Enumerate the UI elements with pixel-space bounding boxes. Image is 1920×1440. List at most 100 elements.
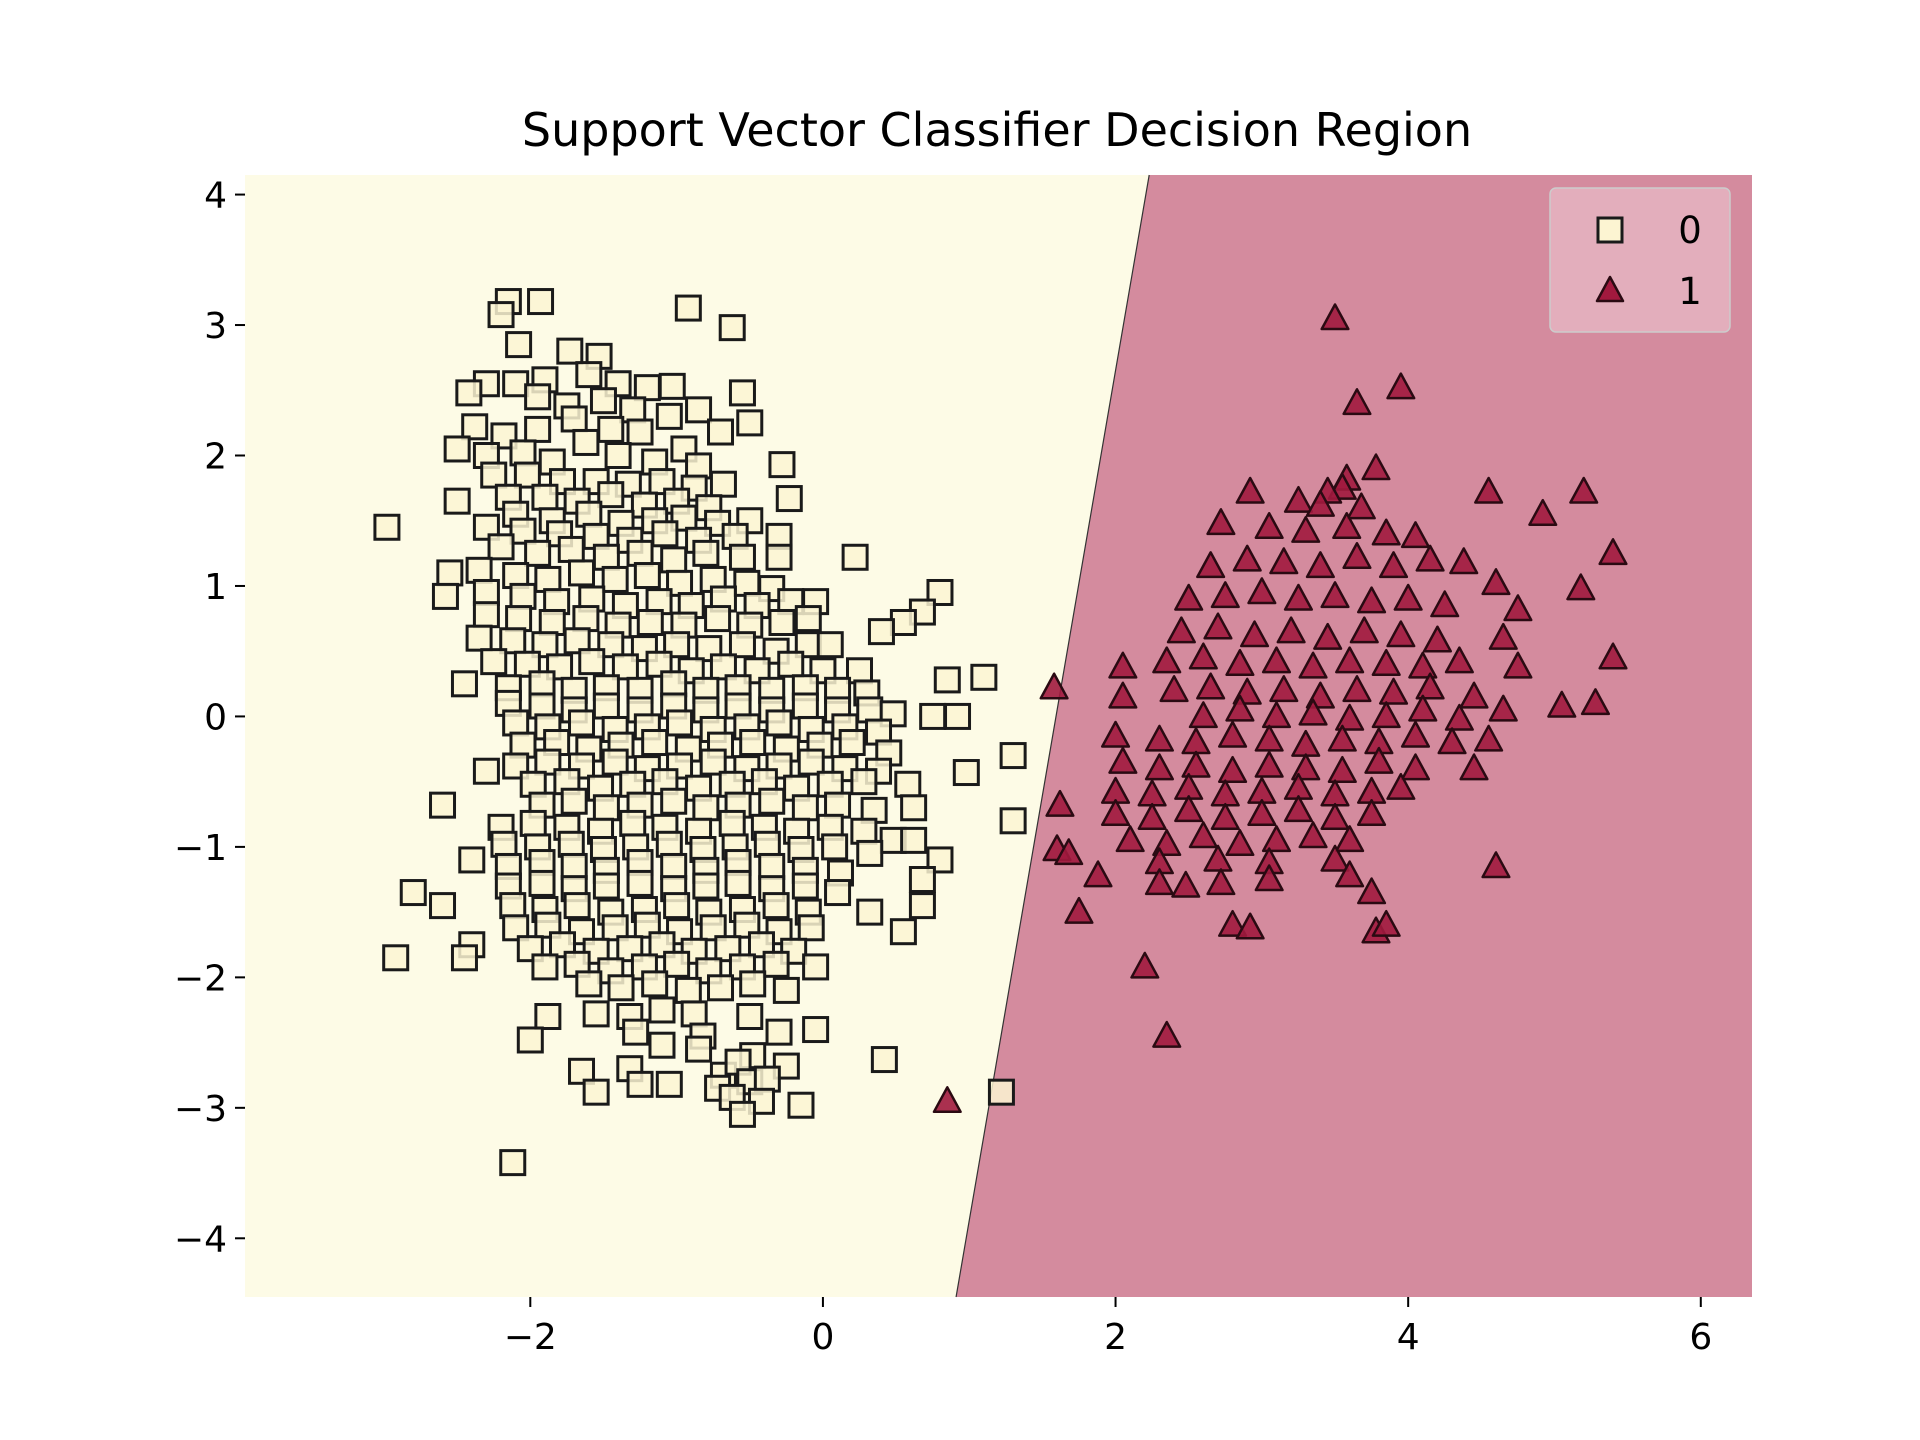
data-point-class-0 (856, 696, 884, 724)
data-point-class-0 (802, 1016, 830, 1044)
data-point-class-1 (1503, 651, 1533, 679)
data-point-class-0 (443, 435, 471, 463)
data-point-class-1 (1393, 583, 1423, 611)
data-point-class-1 (1159, 675, 1189, 703)
x-tick-label: 6 (1689, 1317, 1712, 1358)
data-point-class-1 (1474, 476, 1504, 504)
data-point-class-0 (952, 759, 980, 787)
plot-area (245, 174, 1752, 1298)
data-point-class-0 (648, 996, 676, 1024)
data-point-class-0 (601, 565, 629, 593)
data-point-class-1 (1327, 755, 1357, 783)
data-point-class-1 (1171, 870, 1201, 898)
data-point-class-0 (736, 1003, 764, 1030)
x-tick-label: 4 (1397, 1317, 1420, 1358)
data-point-class-1 (1083, 860, 1113, 888)
data-point-class-1 (1239, 620, 1270, 648)
data-point-class-0 (933, 666, 961, 694)
data-point-class-0 (465, 624, 493, 652)
y-tick-label: −3 (174, 1089, 227, 1130)
data-point-class-1 (1188, 821, 1218, 849)
data-point-class-0 (556, 337, 584, 365)
data-point-class-0 (762, 892, 790, 920)
data-point-class-0 (622, 1018, 650, 1046)
data-point-class-1 (1144, 753, 1174, 781)
data-point-class-0 (592, 794, 620, 822)
data-point-class-0 (772, 976, 800, 1004)
data-point-class-1 (1283, 583, 1313, 611)
data-point-class-0 (563, 892, 591, 920)
data-point-class-0 (889, 608, 917, 636)
data-point-class-1 (1386, 620, 1416, 648)
decision-region-class-1 (956, 175, 1752, 1297)
data-point-class-0 (563, 627, 591, 655)
data-point-class-1 (1108, 746, 1138, 774)
data-point-class-0 (660, 546, 688, 574)
data-point-class-0 (472, 757, 500, 785)
data-point-class-0 (633, 562, 661, 590)
data-point-class-0 (641, 970, 669, 998)
data-point-class-1 (1225, 829, 1255, 857)
data-point-class-1 (1474, 724, 1504, 752)
data-point-class-0 (758, 787, 786, 815)
data-point-class-1 (1206, 508, 1236, 536)
data-point-class-1 (1218, 755, 1248, 783)
data-point-class-0 (889, 918, 917, 946)
data-point-class-1 (1254, 724, 1284, 752)
data-point-class-0 (685, 1035, 713, 1063)
data-point-class-1 (1218, 720, 1248, 748)
data-point-class-1 (1335, 860, 1365, 888)
data-point-class-1 (1361, 453, 1391, 481)
data-point-class-0 (607, 974, 635, 1002)
data-point-class-0 (821, 833, 849, 861)
data-point-class-1 (1342, 388, 1372, 416)
data-point-class-1 (1459, 681, 1489, 709)
data-point-class-0 (709, 470, 737, 498)
data-point-class-0 (626, 418, 654, 446)
data-point-class-0 (636, 608, 664, 636)
data-point-class-0 (531, 483, 559, 511)
data-point-class-1 (1291, 515, 1321, 543)
series-0 (373, 288, 1027, 1177)
data-point-class-1 (1313, 622, 1343, 650)
data-point-class-0 (670, 504, 698, 532)
data-point-class-0 (707, 974, 735, 1002)
data-point-class-1 (1371, 701, 1401, 729)
data-point-class-0 (728, 543, 756, 571)
data-point-class-0 (572, 428, 600, 456)
data-point-class-1 (1254, 512, 1284, 540)
data-point-class-0 (838, 729, 866, 757)
data-point-class-1 (1346, 492, 1376, 520)
data-point-class-1 (1335, 825, 1365, 853)
data-point-class-1 (1305, 489, 1335, 517)
data-point-class-0 (758, 852, 786, 880)
data-point-class-0 (685, 452, 713, 480)
data-point-class-1 (1422, 625, 1452, 653)
data-point-class-0 (768, 451, 796, 479)
data-point-class-0 (592, 692, 620, 720)
data-point-class-0 (534, 1003, 562, 1030)
data-point-class-0 (680, 1000, 708, 1028)
data-point-class-0 (619, 770, 647, 798)
data-point-class-0 (505, 605, 533, 633)
data-point-class-0 (663, 950, 691, 978)
data-point-class-0 (762, 950, 790, 978)
data-point-class-0 (626, 1070, 654, 1098)
data-point-class-1 (1598, 538, 1628, 566)
data-point-class-0 (724, 869, 752, 897)
data-point-class-0 (791, 794, 819, 822)
data-point-class-1 (1054, 838, 1084, 866)
data-point-class-0 (794, 605, 822, 633)
data-point-class-0 (846, 657, 874, 685)
data-point-class-1 (1269, 675, 1299, 703)
data-point-class-0 (900, 794, 928, 822)
data-point-class-0 (589, 387, 617, 415)
data-point-class-0 (970, 663, 998, 691)
data-point-class-0 (604, 442, 632, 469)
y-tick-label: 2 (204, 437, 227, 478)
data-point-class-1 (1371, 518, 1401, 546)
data-point-class-1 (1408, 694, 1438, 722)
data-point-class-0 (655, 402, 683, 430)
data-point-class-0 (685, 396, 713, 424)
